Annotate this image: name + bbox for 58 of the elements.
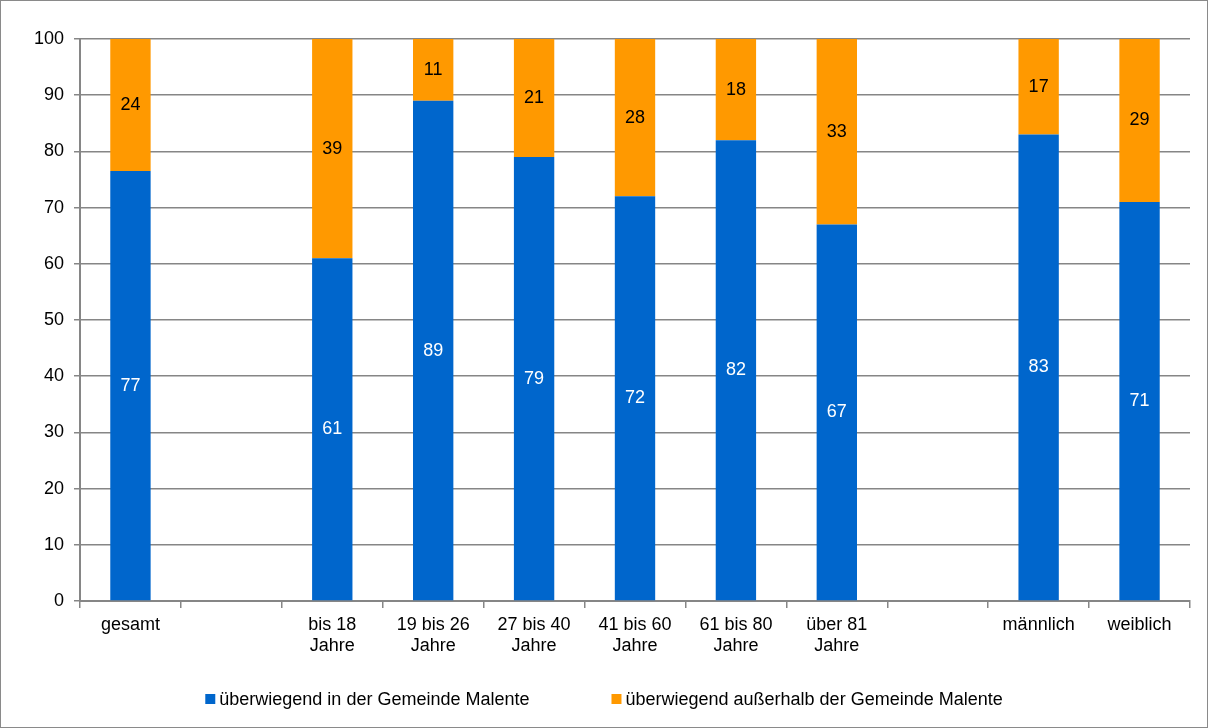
x-tick-label: weiblich	[1106, 613, 1172, 634]
data-label: 61	[322, 418, 343, 439]
data-label: 82	[725, 359, 746, 380]
y-tick-label: 50	[43, 308, 64, 329]
y-tick-label: 30	[43, 421, 64, 442]
bar	[312, 258, 353, 601]
data-label: 33	[826, 120, 847, 141]
data-label: 72	[624, 387, 646, 408]
bar	[1119, 39, 1160, 202]
bar	[513, 39, 555, 158]
data-label: 89	[423, 339, 444, 360]
data-label: 83	[1028, 356, 1049, 377]
bar	[513, 157, 555, 601]
bar	[715, 39, 757, 141]
y-tick-label: 10	[43, 533, 64, 554]
x-tick-label: über 81 Jahre	[806, 613, 868, 656]
data-label: 79	[524, 367, 545, 388]
bar	[614, 196, 656, 601]
y-tick-label: 90	[43, 84, 64, 105]
x-tick-label: 19 bis 26 Jahre	[396, 613, 470, 656]
y-tick-label: 20	[43, 477, 64, 498]
x-tick-label: bis 18 Jahre	[308, 613, 357, 656]
x-tick-label: 41 bis 60 Jahre	[598, 613, 672, 656]
bar	[816, 39, 857, 225]
bar	[1119, 201, 1160, 601]
y-tick-label: 80	[43, 140, 64, 161]
bar	[110, 39, 151, 172]
legend-label: überwiegend in der Gemeinde Malente	[219, 688, 530, 709]
bar	[110, 171, 151, 601]
bar	[1018, 134, 1059, 601]
y-tick-label: 100	[33, 27, 64, 48]
data-label: 21	[524, 86, 545, 107]
data-label: 24	[120, 94, 141, 114]
bar	[1018, 39, 1059, 135]
data-label: 17	[1028, 75, 1049, 96]
data-label: 29	[1129, 109, 1150, 130]
x-tick-label: gesamt	[100, 613, 160, 634]
data-label: 71	[1129, 390, 1150, 411]
legend-label: überwiegend außerhalb der Gemeinde Malente	[625, 688, 1003, 709]
data-label: 11	[423, 58, 443, 79]
bar	[413, 39, 454, 101]
bar	[413, 100, 454, 601]
data-label: 18	[725, 78, 746, 99]
x-tick-label: männlich	[1002, 613, 1075, 634]
data-label: 39	[322, 137, 343, 158]
bar	[614, 39, 656, 197]
bar	[312, 39, 353, 259]
x-tick-label: 61 bis 80 Jahre	[699, 613, 773, 656]
bar	[816, 224, 857, 601]
y-tick-label: 0	[53, 589, 64, 610]
data-label: 77	[120, 374, 141, 395]
y-tick-label: 40	[43, 365, 64, 386]
y-tick-label: 70	[43, 196, 64, 217]
x-tick-label: 27 bis 40 Jahre	[497, 613, 571, 656]
y-tick-label: 60	[43, 252, 64, 273]
bar	[715, 140, 757, 601]
data-label: 28	[624, 106, 646, 127]
data-label: 67	[826, 401, 847, 422]
